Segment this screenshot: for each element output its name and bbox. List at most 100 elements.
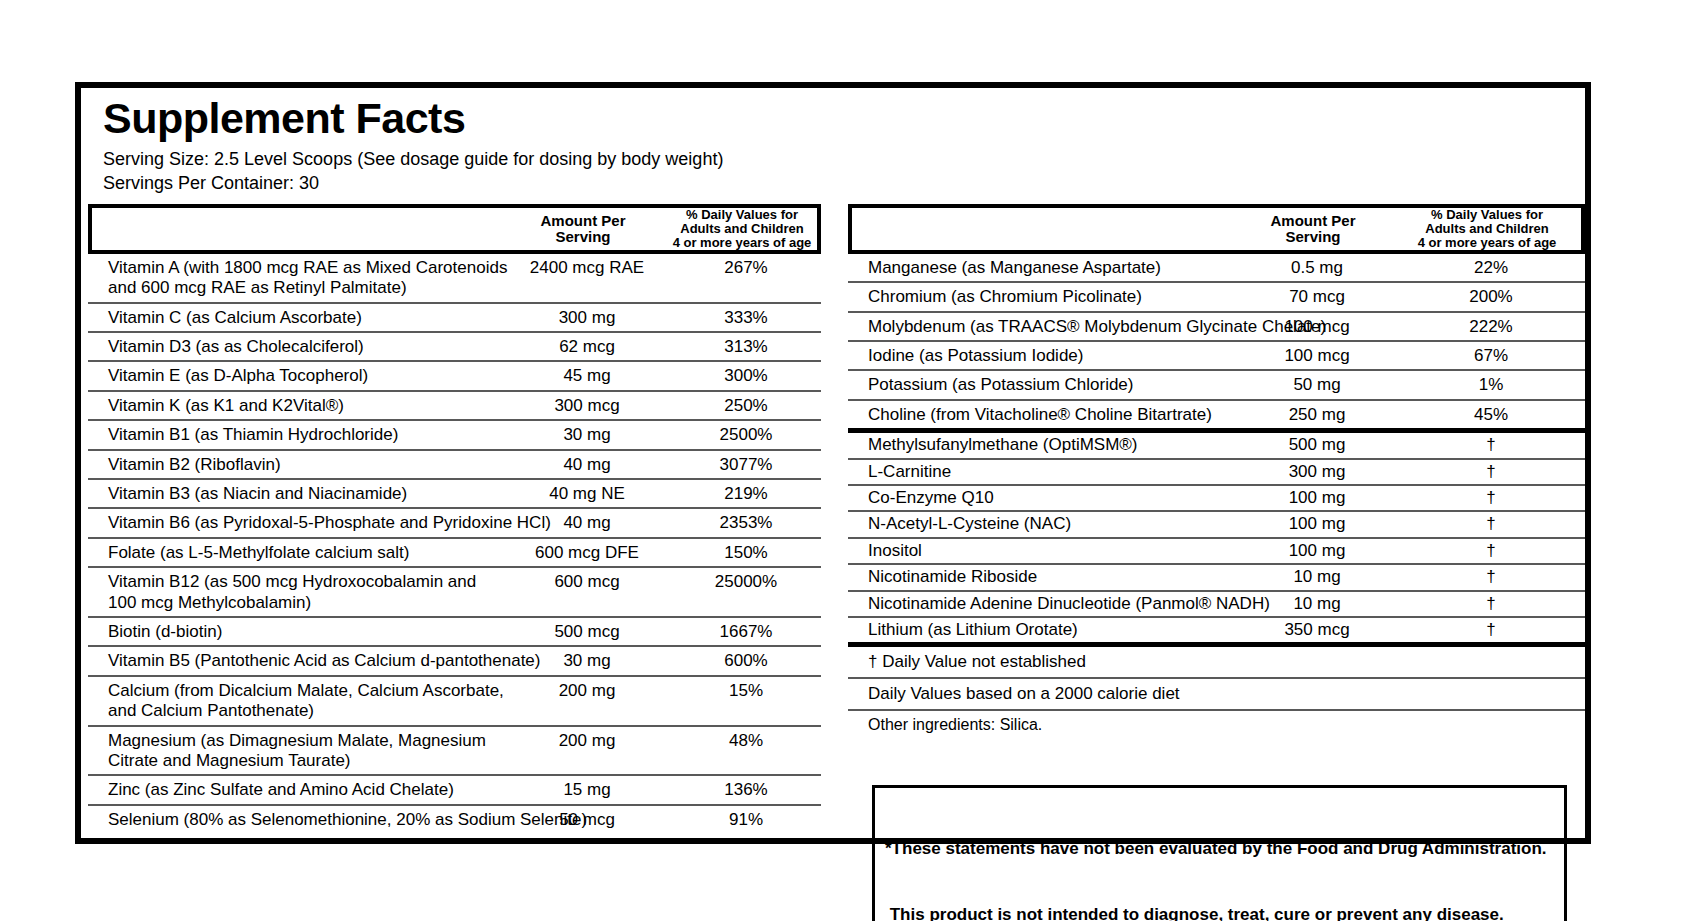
table-row: Folate (as L-5-Methylfolate calcium salt… bbox=[88, 537, 821, 566]
ingredient-name: Zinc (as Zinc Sulfate and Amino Acid Che… bbox=[88, 780, 503, 800]
ingredient-amount: 100 mg bbox=[1237, 541, 1397, 561]
table-row: N-Acetyl-L-Cysteine (NAC) 100 mg † bbox=[848, 510, 1585, 536]
fda-disclaimer-line1: *These statements have not been evaluate… bbox=[885, 838, 1556, 860]
table-row: Vitamin K (as K1 and K2Vital®) 300 mcg 2… bbox=[88, 390, 821, 419]
table-row: Vitamin B5 (Pantothenic Acid as Calcium … bbox=[88, 645, 821, 674]
ingredient-daily-value: 91% bbox=[671, 810, 821, 830]
ingredient-daily-value: 67% bbox=[1397, 346, 1585, 366]
ingredient-name: Vitamin B6 (as Pyridoxal-5-Phosphate and… bbox=[88, 513, 503, 533]
ingredient-daily-value: 150% bbox=[671, 543, 821, 563]
ingredient-name: Manganese (as Manganese Aspartate) bbox=[848, 258, 1237, 278]
table-row: Lithium (as Lithium Orotate) 350 mcg † bbox=[848, 616, 1585, 642]
ingredient-daily-value: † bbox=[1397, 462, 1585, 482]
ingredient-daily-value: 300% bbox=[671, 366, 821, 386]
table-row: Biotin (d-biotin) 500 mcg 1667% bbox=[88, 616, 821, 645]
table-row: Methylsufanylmethane (OptiMSM®) 500 mg † bbox=[848, 433, 1585, 457]
ingredient-amount: 10 mg bbox=[1237, 594, 1397, 614]
ingredient-daily-value: 22% bbox=[1397, 258, 1585, 278]
table-row: Nicotinamide Riboside 10 mg † bbox=[848, 563, 1585, 589]
ingredient-name: Vitamin E (as D-Alpha Tocopherol) bbox=[88, 366, 503, 386]
ingredient-name: Lithium (as Lithium Orotate) bbox=[848, 620, 1237, 640]
ingredient-name: N-Acetyl-L-Cysteine (NAC) bbox=[848, 514, 1237, 534]
table-row: Molybdenum (as TRAACS® Molybdenum Glycin… bbox=[848, 311, 1585, 340]
ingredient-daily-value: 136% bbox=[671, 780, 821, 800]
table-row: Iodine (as Potassium Iodide) 100 mcg 67% bbox=[848, 340, 1585, 369]
ingredient-amount: 40 mg bbox=[503, 455, 671, 475]
supplements-section: Methylsufanylmethane (OptiMSM®) 500 mg †… bbox=[848, 433, 1585, 642]
table-row: Magnesium (as Dimagnesium Malate, Magnes… bbox=[88, 725, 821, 775]
ingredient-amount: 40 mg NE bbox=[503, 484, 671, 504]
ingredient-name: Vitamin B12 (as 500 mcg Hydroxocobalamin… bbox=[88, 572, 503, 613]
ingredient-daily-value: † bbox=[1397, 488, 1585, 508]
ingredient-daily-value: † bbox=[1397, 435, 1585, 455]
table-row: Inositol 100 mg † bbox=[848, 537, 1585, 563]
ingredient-amount: 600 mcg DFE bbox=[503, 543, 671, 563]
supplement-facts-panel: Supplement Facts Serving Size: 2.5 Level… bbox=[75, 82, 1591, 844]
ingredient-daily-value: 250% bbox=[671, 396, 821, 416]
ingredient-amount: 45 mg bbox=[503, 366, 671, 386]
ingredient-amount: 250 mg bbox=[1237, 405, 1397, 425]
ingredient-name: Vitamin B5 (Pantothenic Acid as Calcium … bbox=[88, 651, 503, 671]
page-title: Supplement Facts bbox=[103, 96, 1585, 141]
ingredient-name: Molybdenum (as TRAACS® Molybdenum Glycin… bbox=[848, 317, 1237, 337]
ingredient-amount: 300 mg bbox=[503, 308, 671, 328]
tables-region: Amount Per Serving % Daily Values for Ad… bbox=[81, 204, 1585, 921]
ingredient-daily-value: 1667% bbox=[671, 622, 821, 642]
daily-value-header: % Daily Values for Adults and Children 4… bbox=[1393, 208, 1581, 249]
ingredient-amount: 200 mg bbox=[503, 681, 671, 701]
ingredient-amount: 100 mcg bbox=[1237, 317, 1397, 337]
fda-disclaimer-box: *These statements have not been evaluate… bbox=[872, 785, 1567, 921]
ingredient-amount: 10 mg bbox=[1237, 567, 1397, 587]
ingredient-daily-value: 333% bbox=[671, 308, 821, 328]
table-row: Co-Enzyme Q10 100 mg † bbox=[848, 484, 1585, 510]
ingredient-daily-value: 2353% bbox=[671, 513, 821, 533]
right-nutrient-table: Amount Per Serving % Daily Values for Ad… bbox=[848, 204, 1585, 921]
ingredient-daily-value: 313% bbox=[671, 337, 821, 357]
ingredient-amount: 500 mcg bbox=[503, 622, 671, 642]
ingredient-daily-value: 267% bbox=[671, 258, 821, 278]
left-table-body: Vitamin A (with 1800 mcg RAE as Mixed Ca… bbox=[88, 254, 821, 833]
ingredient-name: Inositol bbox=[848, 541, 1237, 561]
ingredient-daily-value: 219% bbox=[671, 484, 821, 504]
amount-per-serving-header: Amount Per Serving bbox=[499, 213, 667, 245]
ingredient-daily-value: 48% bbox=[671, 731, 821, 751]
ingredient-name: Biotin (d-biotin) bbox=[88, 622, 503, 642]
ingredient-amount: 15 mg bbox=[503, 780, 671, 800]
ingredient-name: Vitamin B2 (Riboflavin) bbox=[88, 455, 503, 475]
ingredient-amount: 2400 mcg RAE bbox=[503, 258, 671, 278]
ingredient-daily-value: 2500% bbox=[671, 425, 821, 445]
ingredient-name: Nicotinamide Adenine Dinucleotide (Panmo… bbox=[848, 594, 1237, 614]
ingredient-name: Vitamin B1 (as Thiamin Hydrochloride) bbox=[88, 425, 503, 445]
ingredient-daily-value: 1% bbox=[1397, 375, 1585, 395]
ingredient-daily-value: † bbox=[1397, 541, 1585, 561]
ingredient-amount: 600 mcg bbox=[503, 572, 671, 592]
table-row: Zinc (as Zinc Sulfate and Amino Acid Che… bbox=[88, 774, 821, 803]
table-row: Vitamin A (with 1800 mcg RAE as Mixed Ca… bbox=[88, 254, 821, 302]
table-row: Vitamin B6 (as Pyridoxal-5-Phosphate and… bbox=[88, 507, 821, 536]
table-row: Vitamin C (as Calcium Ascorbate) 300 mg … bbox=[88, 302, 821, 331]
table-row: Potassium (as Potassium Chloride) 50 mg … bbox=[848, 369, 1585, 398]
table-row: Choline (from Vitacholine® Choline Bitar… bbox=[848, 399, 1585, 428]
ingredient-amount: 50 mcg bbox=[503, 810, 671, 830]
ingredient-daily-value: 45% bbox=[1397, 405, 1585, 425]
title-block: Supplement Facts Serving Size: 2.5 Level… bbox=[81, 88, 1585, 195]
ingredient-daily-value: 25000% bbox=[671, 572, 821, 592]
table-row: Vitamin D3 (as as Cholecalciferol) 62 mc… bbox=[88, 331, 821, 360]
ingredient-name: L-Carnitine bbox=[848, 462, 1237, 482]
ingredient-daily-value: † bbox=[1397, 620, 1585, 640]
ingredient-amount: 200 mg bbox=[503, 731, 671, 751]
ingredient-daily-value: 222% bbox=[1397, 317, 1585, 337]
ingredient-name: Nicotinamide Riboside bbox=[848, 567, 1237, 587]
ingredient-amount: 50 mg bbox=[1237, 375, 1397, 395]
daily-value-header: % Daily Values for Adults and Children 4… bbox=[667, 208, 817, 249]
footnote-other-ingredients: Other ingredients: Silica. bbox=[848, 709, 1585, 739]
ingredient-name: Methylsufanylmethane (OptiMSM®) bbox=[848, 435, 1237, 455]
ingredient-daily-value: 200% bbox=[1397, 287, 1585, 307]
ingredient-daily-value: † bbox=[1397, 514, 1585, 534]
amount-per-serving-header: Amount Per Serving bbox=[1233, 213, 1393, 245]
table-row: Selenium (80% as Selenomethionine, 20% a… bbox=[88, 804, 821, 833]
ingredient-amount: 100 mg bbox=[1237, 488, 1397, 508]
ingredient-name: Chromium (as Chromium Picolinate) bbox=[848, 287, 1237, 307]
servings-per-container-text: Servings Per Container: 30 bbox=[103, 172, 1585, 195]
ingredient-amount: 350 mcg bbox=[1237, 620, 1397, 640]
